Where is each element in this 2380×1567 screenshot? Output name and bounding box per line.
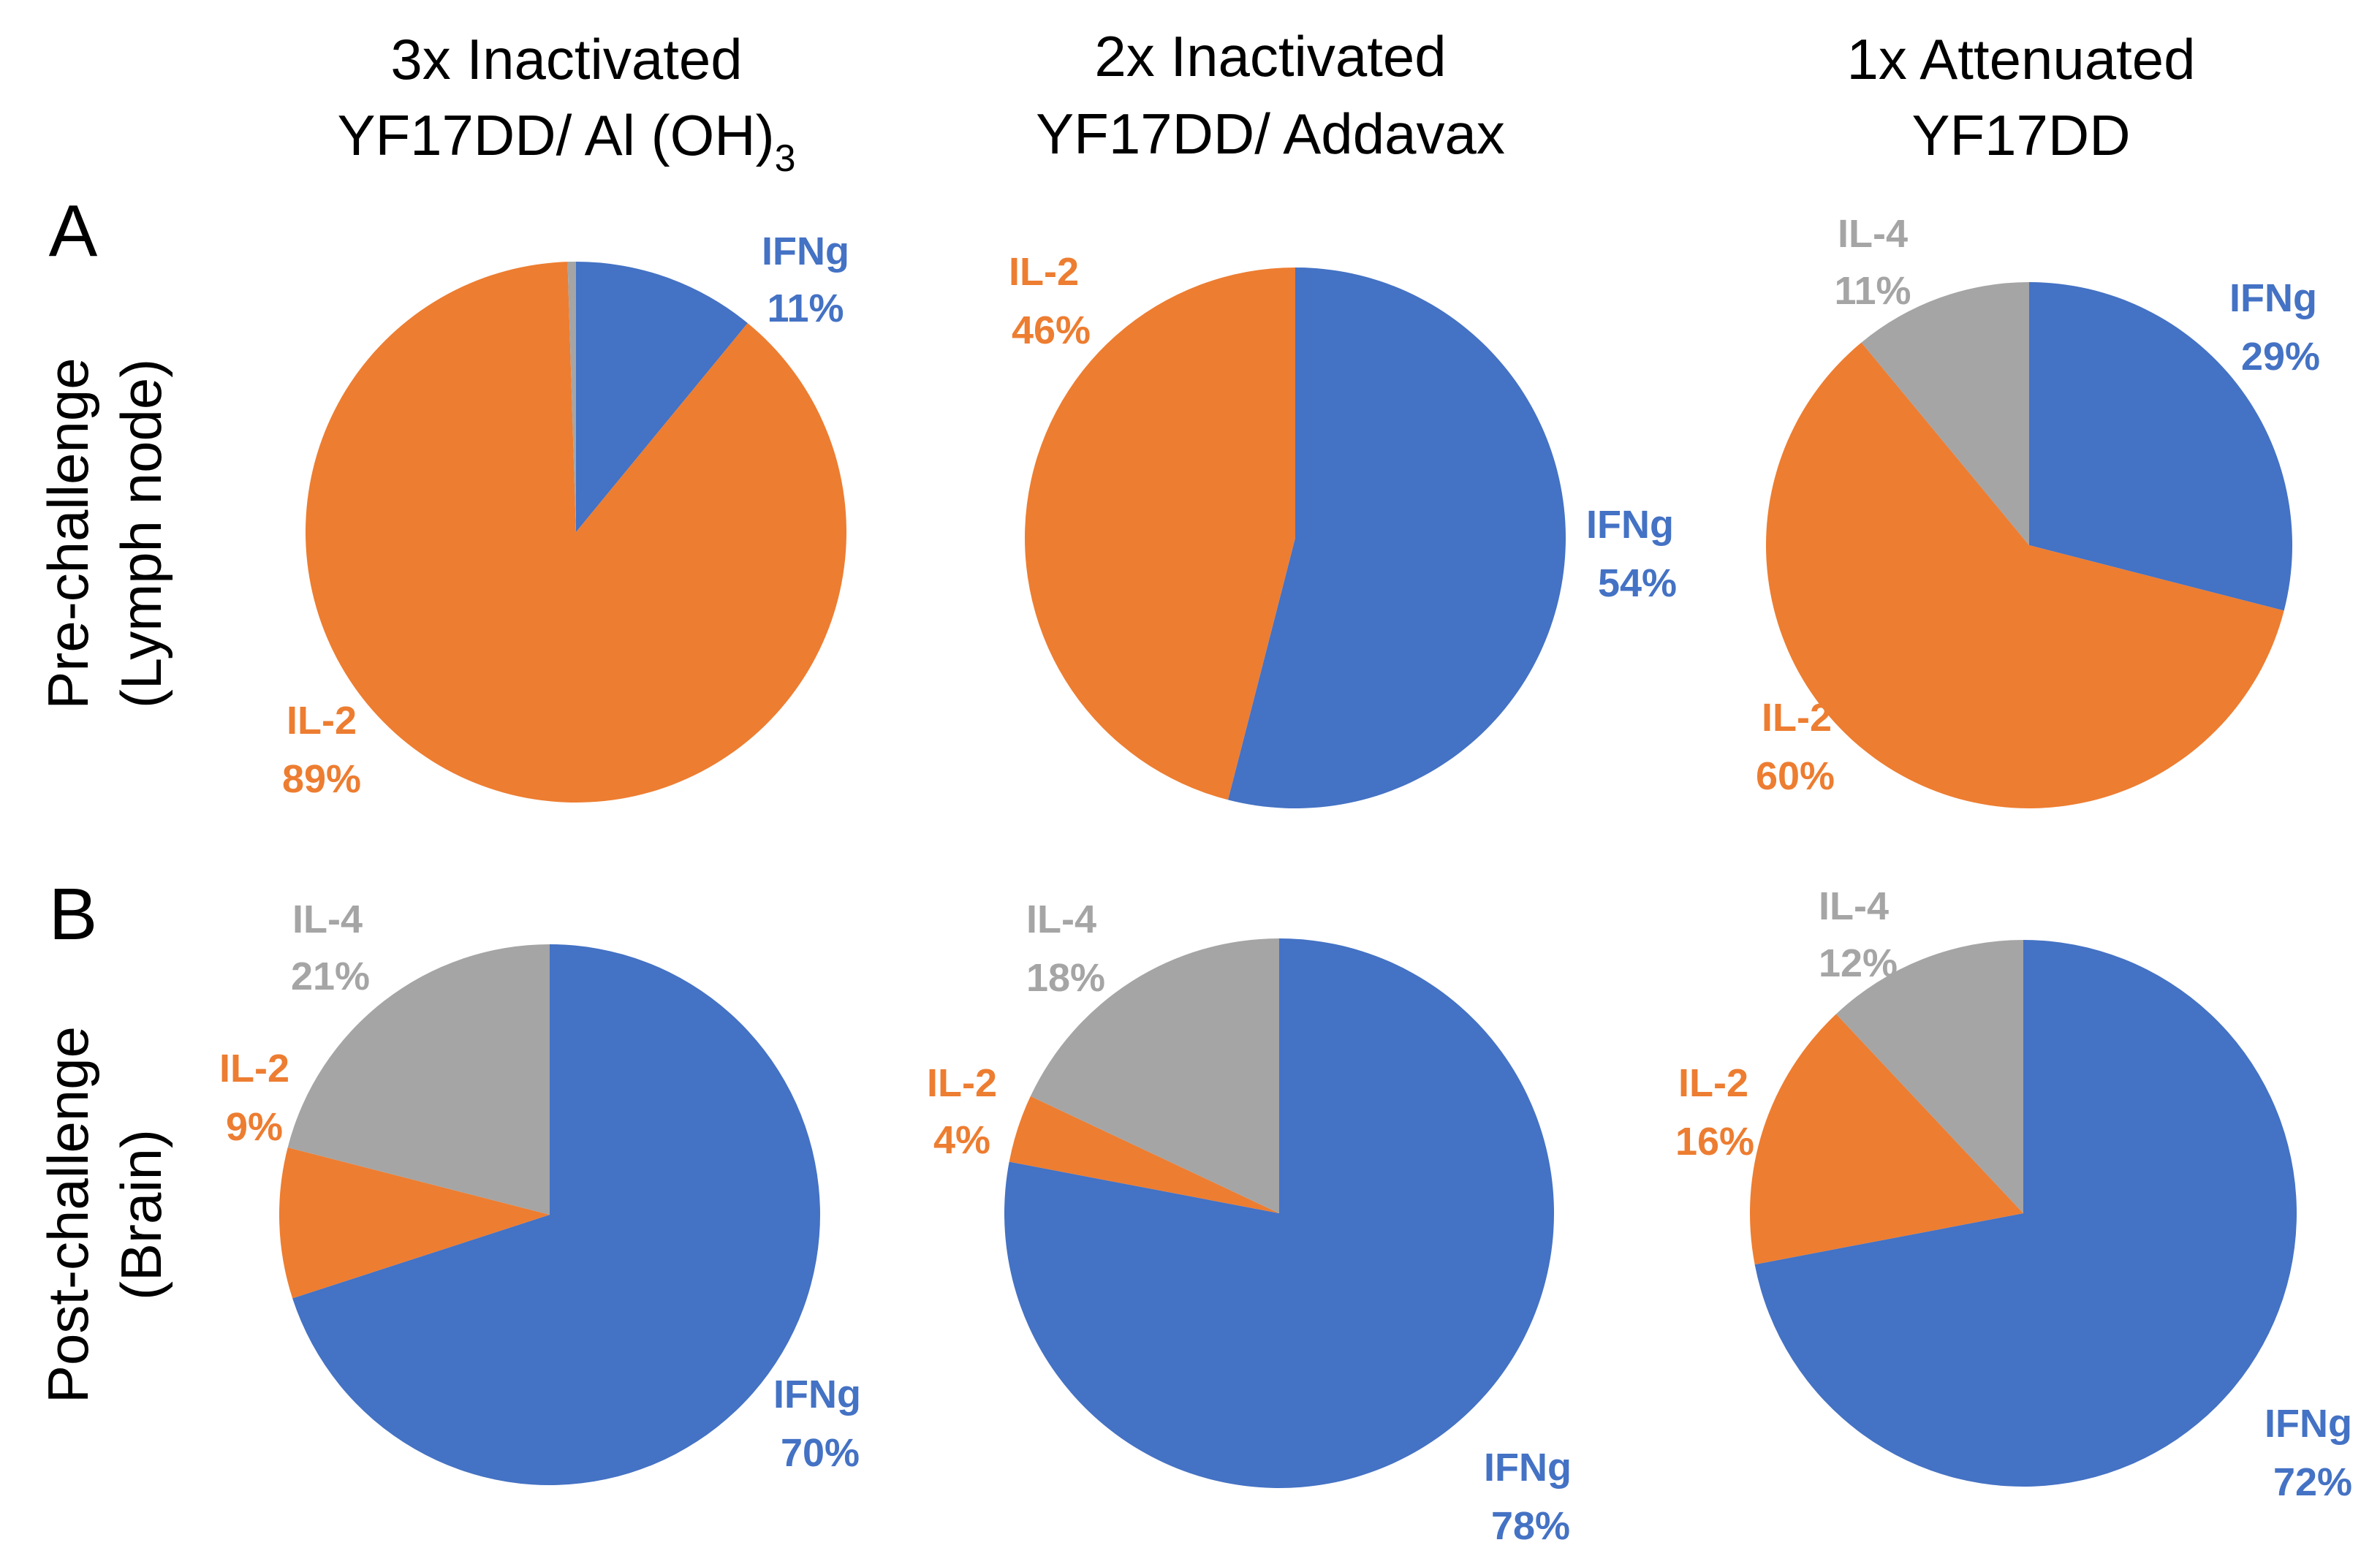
label-b1-ifng-value: 70%	[781, 1431, 860, 1475]
pie-a1	[306, 262, 846, 803]
label-a3-il4-value: 11%	[1834, 269, 1911, 313]
pie-b1-slice-il4	[287, 944, 550, 1215]
pie-a3-slice-il2	[1766, 342, 2284, 808]
column-title-3-line1: 1x Attenuated	[1846, 27, 2195, 91]
labels-a3: IFNg 29% IL-2 60% IL-4 11%	[1756, 212, 2320, 798]
label-b1-il2-name: IL-2	[219, 1047, 289, 1090]
label-a1-ifng-name: IFNg	[762, 229, 849, 273]
pie-a1-slice-il4	[567, 262, 576, 532]
pie-b2-slice-il4	[1030, 938, 1279, 1213]
pie-a2-slice-ifng	[1227, 268, 1566, 808]
labels-a2: IFNg 54% IL-2 46%	[1009, 250, 1677, 605]
pie-b2-slice-il2	[1009, 1096, 1279, 1213]
column-title-2-line1: 2x Inactivated	[1094, 24, 1446, 88]
label-b2-il2-value: 4%	[933, 1118, 990, 1162]
label-a2-il2-name: IL-2	[1009, 250, 1079, 294]
label-a3-ifng-value: 29%	[2241, 335, 2320, 379]
column-title-3-line2: YF17DD	[1911, 103, 2130, 167]
label-a1-il2-value: 89%	[282, 757, 361, 801]
pie-b3-slice-ifng	[1754, 940, 2297, 1487]
pie-b3-slice-il4	[1835, 940, 2023, 1213]
label-b2-il4-value: 18%	[1026, 956, 1105, 1000]
pie-b3	[1750, 940, 2297, 1487]
label-b3-il4-value: 12%	[1819, 941, 1898, 985]
labels-a1: IFNg 11% IL-2 89%	[282, 229, 849, 801]
label-b2-il2-name: IL-2	[927, 1061, 997, 1105]
label-b2-ifng-name: IFNg	[1484, 1446, 1572, 1490]
label-b1-il4-name: IL-4	[292, 898, 363, 941]
row-label-b: Post-challenge (Brain)	[36, 1026, 173, 1403]
panel-letter-a: A	[49, 190, 98, 272]
label-a3-il2-value: 60%	[1756, 754, 1835, 798]
label-b2-ifng-value: 78%	[1491, 1504, 1570, 1548]
label-b3-il2-name: IL-2	[1678, 1061, 1748, 1105]
label-a2-ifng-name: IFNg	[1586, 503, 1674, 547]
pie-b1-slice-il2	[279, 1147, 550, 1299]
label-b3-ifng-value: 72%	[2273, 1460, 2352, 1504]
row-label-b-line2: (Brain)	[109, 1129, 173, 1300]
panel-letter-b: B	[49, 873, 98, 955]
row-label-a-line2: (Lymph node)	[109, 359, 173, 708]
pie-a1-slice-ifng	[576, 262, 748, 532]
label-a1-il2-name: IL-2	[287, 699, 357, 743]
column-title-2-line2: YF17DD/ Addavax	[1036, 102, 1505, 166]
pie-b1-slice-ifng	[292, 944, 821, 1485]
label-a2-ifng-value: 54%	[1598, 561, 1677, 605]
label-a3-ifng-name: IFNg	[2229, 276, 2317, 320]
row-label-b-line1: Post-challenge	[36, 1026, 100, 1403]
pie-b2	[1004, 938, 1554, 1488]
label-b1-ifng-name: IFNg	[773, 1373, 861, 1416]
label-b2-il4-name: IL-4	[1026, 898, 1096, 941]
label-a2-il2-value: 46%	[1012, 308, 1091, 352]
labels-b3: IFNg 72% IL-2 16% IL-4 12%	[1675, 884, 2352, 1504]
label-a3-il2-name: IL-2	[1762, 696, 1832, 740]
row-label-a: Pre-challenge (Lymph node)	[36, 357, 173, 709]
pie-b1	[279, 944, 821, 1485]
column-title-1-line1: 3x Inactivated	[390, 27, 742, 91]
pie-b3-slice-il2	[1750, 1014, 2023, 1265]
pie-a2-slice-il2	[1025, 268, 1295, 800]
pie-a2	[1025, 268, 1566, 808]
pie-a3-slice-il4	[1861, 282, 2029, 545]
column-title-1-line2: YF17DD/ Al (OH)3	[337, 103, 795, 180]
label-a3-il4-name: IL-4	[1838, 212, 1908, 256]
labels-b1: IFNg 70% IL-2 9% IL-4 21%	[219, 898, 861, 1475]
label-b1-il4-value: 21%	[291, 955, 370, 998]
label-b3-il4-name: IL-4	[1819, 884, 1889, 928]
label-b3-il2-value: 16%	[1675, 1120, 1754, 1164]
labels-b2: IFNg 78% IL-2 4% IL-4 18%	[927, 898, 1572, 1548]
column-title-1-main: YF17DD/ Al (OH)	[337, 103, 774, 167]
label-a1-ifng-value: 11%	[767, 287, 844, 330]
pie-a3	[1766, 282, 2293, 808]
row-label-a-line1: Pre-challenge	[36, 357, 100, 709]
label-b3-ifng-name: IFNg	[2265, 1402, 2352, 1446]
column-title-1-subscript: 3	[775, 137, 796, 180]
pie-a1-slice-il2	[306, 262, 846, 803]
pie-a3-slice-ifng	[2029, 282, 2293, 611]
label-b1-il2-value: 9%	[226, 1105, 283, 1149]
